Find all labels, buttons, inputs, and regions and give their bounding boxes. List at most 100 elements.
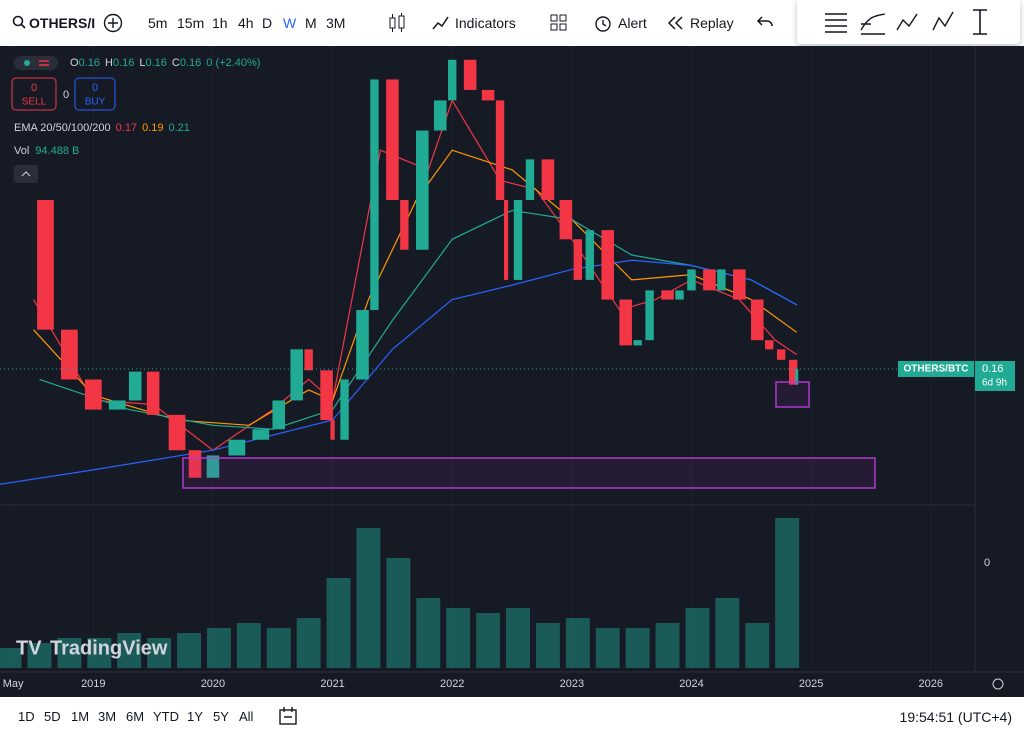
indicators[interactable]: Indicators [455, 15, 516, 31]
candle [513, 199, 523, 280]
candle [448, 59, 457, 101]
vol-label: Vol [14, 145, 29, 157]
candle [37, 199, 54, 330]
spread: 0 [63, 89, 69, 101]
buy-button[interactable] [74, 77, 116, 111]
candle [290, 349, 303, 401]
sell-label: SELL [22, 97, 47, 108]
add-symbol[interactable] [103, 13, 123, 33]
bottom-toolbar: 1D 5D 1M 3M 6M YTD 1Y 5Y All 19:54:51 (UTC+4) [0, 697, 1024, 735]
candle [228, 439, 246, 456]
candle [386, 79, 399, 200]
candle [795, 368, 799, 385]
volume-bar [745, 623, 770, 668]
range-button[interactable]: 1Y [187, 709, 203, 724]
countdown: 6d 9h [982, 378, 1007, 389]
interval[interactable]: 5m [148, 15, 168, 31]
x-tick-label: 2025 [799, 678, 823, 690]
vol-legend: Vol 94.488 B [14, 145, 79, 157]
volume-bar [206, 628, 231, 668]
layouts[interactable] [550, 14, 568, 32]
interval[interactable]: 3M [326, 15, 346, 31]
ohlc-label: O [70, 57, 79, 69]
volume-pane: 0 [0, 518, 990, 668]
range-button[interactable]: All [239, 709, 254, 724]
candle [320, 370, 333, 421]
status-dot [24, 60, 30, 66]
range-button[interactable]: 1D [18, 709, 35, 724]
undo[interactable] [756, 15, 774, 29]
x-tick-label: 2020 [201, 678, 225, 690]
search-icon[interactable] [12, 15, 26, 29]
candle [733, 269, 746, 300]
x-tick-label: 2022 [440, 678, 464, 690]
ema-legend: EMA 20/50/100/200 0.17 0.19 0.21 [14, 122, 190, 134]
x-tick-label: May [3, 678, 24, 690]
x-tick-label: 2021 [320, 678, 344, 690]
candle [272, 400, 286, 430]
drawing-tools[interactable] [797, 0, 1020, 44]
ohlc-label: H [105, 57, 113, 69]
replay-icon[interactable] [667, 15, 685, 31]
status-pill[interactable] [14, 56, 58, 70]
candle [168, 414, 186, 451]
interval[interactable]: 15m [177, 15, 205, 31]
volume-bar [57, 638, 82, 668]
candle [585, 230, 594, 280]
ohlc-label: L [139, 57, 145, 69]
candle [188, 450, 202, 478]
range-button[interactable]: YTD [153, 709, 179, 724]
alert-icon[interactable] [593, 13, 613, 33]
chart-type[interactable] [388, 13, 406, 33]
candle [687, 269, 696, 291]
range-button[interactable]: 1M [71, 709, 90, 724]
sell-count: 0 [31, 82, 37, 94]
interval[interactable]: W [283, 15, 297, 31]
candle [370, 79, 379, 311]
candle [619, 299, 632, 346]
candle [463, 59, 477, 90]
x-tick-label: 2019 [81, 678, 105, 690]
range-button[interactable]: 5Y [213, 709, 229, 724]
sell-button[interactable] [11, 77, 57, 111]
candle [601, 230, 615, 300]
range-button[interactable]: 3M [98, 709, 117, 724]
collapse-legend[interactable] [14, 165, 38, 183]
interval[interactable]: 4h [238, 15, 254, 31]
support-zone[interactable] [182, 457, 876, 489]
volume-bar [87, 638, 112, 668]
volume-bar [775, 518, 800, 668]
date-range-icon[interactable] [278, 706, 298, 726]
ohlc-value: 0.16 [180, 57, 201, 69]
interval[interactable]: D [262, 15, 273, 31]
candle [146, 371, 160, 415]
volume-bar [236, 623, 261, 668]
alert[interactable]: Alert [618, 15, 647, 31]
tv-logo: TV [16, 637, 42, 659]
ema-value: 0.19 [142, 122, 163, 134]
candle [433, 100, 447, 131]
range-button[interactable]: 5D [44, 709, 61, 724]
volume-bar [535, 623, 560, 668]
candle [633, 340, 642, 346]
target-box[interactable] [775, 381, 810, 408]
settings-icon[interactable] [992, 678, 1004, 690]
volume-bar [595, 628, 620, 668]
volume-bar [296, 618, 321, 668]
status-icon [39, 60, 49, 66]
candle [675, 290, 684, 300]
volume-bar [655, 623, 680, 668]
chart-area[interactable]: May 2019 2020 2021 2022 2023 2024 2025 2026 0 OT… [0, 46, 1024, 697]
volume-bar [685, 608, 710, 668]
indicators-icon[interactable] [431, 13, 451, 33]
range-button[interactable]: 6M [126, 709, 145, 724]
volume-bar [565, 618, 590, 668]
candle [750, 299, 764, 341]
interval[interactable]: M [305, 15, 317, 31]
watermark: TradingView [50, 637, 168, 659]
drawing-toolbar [797, 0, 1020, 44]
interval[interactable]: 1h [212, 15, 228, 31]
volume-bar [715, 598, 740, 668]
symbol[interactable]: OTHERS/I [29, 15, 96, 31]
replay[interactable]: Replay [690, 15, 734, 31]
